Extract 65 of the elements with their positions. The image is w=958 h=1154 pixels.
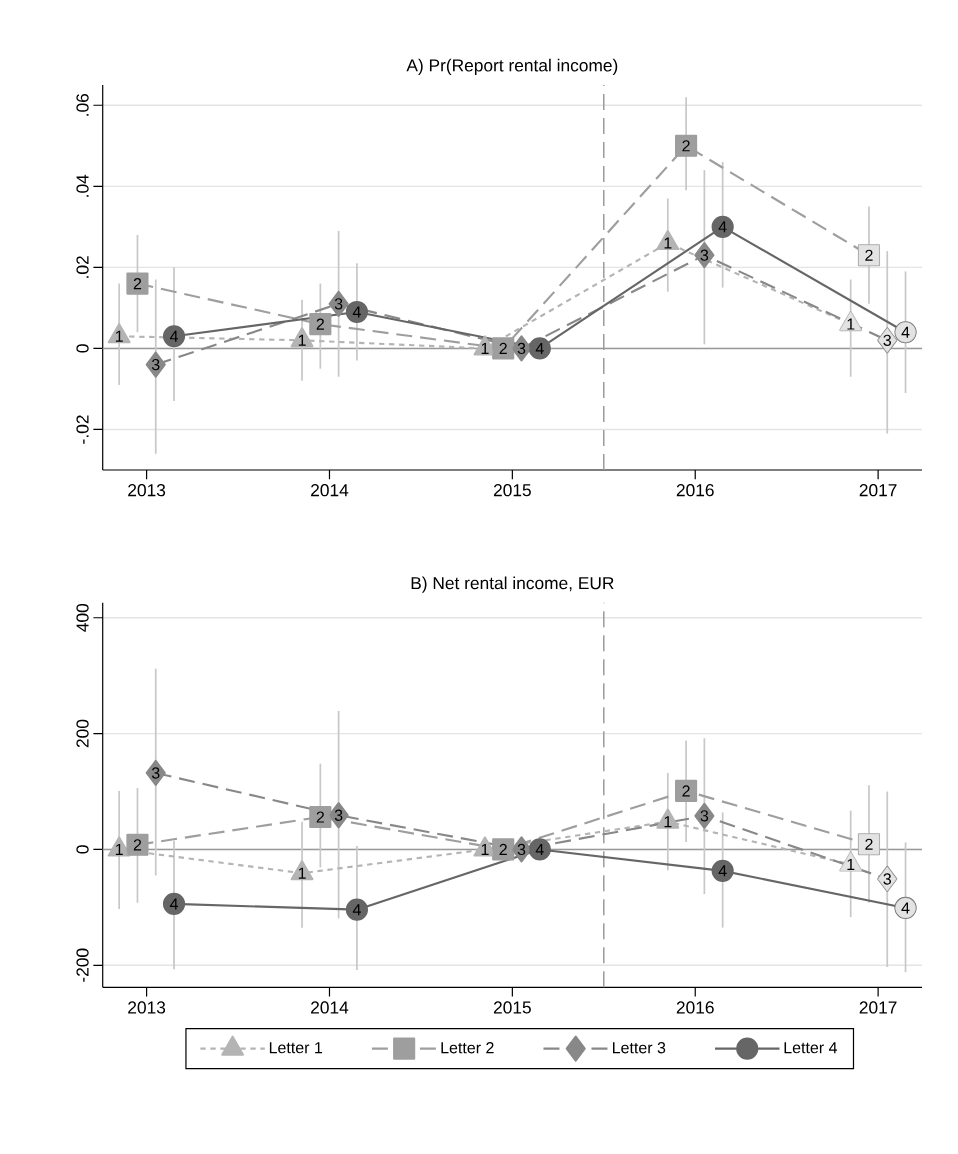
x-tick-label: 2015 [493, 484, 531, 497]
annotation: 2 [133, 277, 142, 290]
y-tick-label: .04 [76, 174, 89, 197]
annotation: 3 [151, 767, 160, 779]
annotation: 2 [499, 342, 507, 354]
annotation: 2 [133, 839, 142, 851]
legend-label: Letter 3 [613, 1042, 666, 1054]
annotation: 4 [535, 843, 544, 855]
x-tick-label: 2013 [128, 1001, 166, 1014]
x-tick-label: 2016 [676, 484, 714, 497]
annotation: 1 [847, 859, 855, 870]
x-tick-label: 2017 [859, 1001, 897, 1014]
annotation: 1 [481, 843, 489, 855]
annotation: 3 [334, 298, 343, 310]
annotation: 3 [517, 843, 526, 856]
annotation: 1 [481, 342, 489, 354]
x-tick-label: 2014 [311, 1001, 349, 1014]
legend-label: Letter 4 [784, 1042, 838, 1054]
annotation: 3 [700, 810, 709, 822]
annotation: 3 [151, 358, 160, 371]
annotation: 4 [718, 865, 727, 877]
chart-title: A) Pr(Report rental income) [406, 58, 618, 75]
annotation: 2 [316, 811, 324, 823]
y-tick-label: .06 [76, 93, 89, 116]
annotation: 4 [169, 330, 179, 342]
y-tick-label: -.02 [76, 415, 89, 444]
y-tick-label: -200 [76, 948, 89, 982]
x-tick-label: 2014 [311, 484, 349, 497]
x-tick-label: 2017 [859, 484, 897, 497]
annotation: 2 [316, 318, 324, 330]
annotation: 4 [535, 342, 544, 354]
annotation: 3 [700, 249, 709, 261]
annotation: 2 [865, 838, 873, 850]
annotation: 2 [682, 140, 690, 152]
annotation: 3 [517, 342, 526, 355]
annotation: 3 [883, 873, 892, 885]
x-tick-label: 2015 [493, 1001, 531, 1014]
annotation: 4 [901, 326, 910, 338]
y-tick-label: 0 [76, 845, 89, 854]
annotation: 1 [664, 816, 672, 828]
annotation: 3 [883, 334, 892, 346]
annotation: 2 [865, 249, 873, 261]
x-tick-label: 2013 [128, 484, 166, 497]
annotation: 2 [682, 785, 690, 797]
chart-title: B) Net rental income, EUR [411, 576, 614, 593]
annotation: 4 [901, 902, 910, 914]
y-tick-label: 0 [76, 344, 89, 353]
x-tick-label: 2016 [676, 1001, 714, 1014]
annotation: 1 [298, 334, 306, 346]
annotation: 4 [352, 904, 361, 916]
y-tick-label: 200 [76, 719, 89, 748]
annotation: 1 [115, 330, 123, 342]
annotation: 3 [334, 809, 343, 821]
y-tick-label: .02 [76, 256, 89, 278]
annotation: 1 [298, 867, 306, 879]
legend-label: Letter 1 [269, 1042, 323, 1054]
annotation: 1 [115, 843, 123, 855]
annotation: 4 [718, 221, 727, 233]
legend-label: Letter 2 [441, 1042, 494, 1054]
annotation: 4 [352, 306, 361, 318]
annotation: 1 [664, 237, 672, 249]
annotation: 1 [847, 318, 855, 330]
annotation: 2 [499, 843, 507, 856]
y-tick-label: 400 [76, 603, 89, 632]
annotation: 4 [169, 898, 179, 910]
